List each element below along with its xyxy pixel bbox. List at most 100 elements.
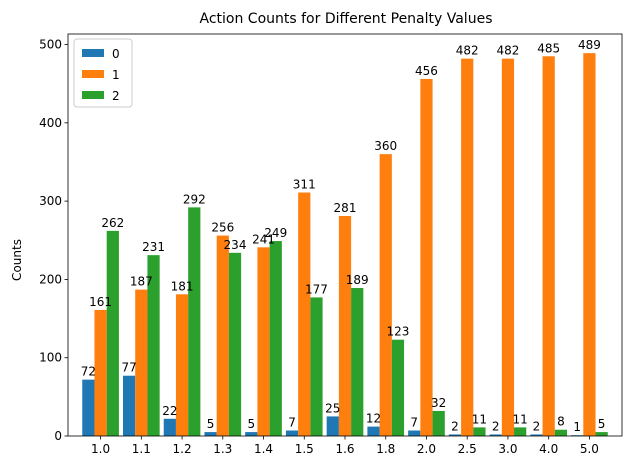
- data-label-series-2-3.0: 11: [513, 412, 528, 426]
- bar-series-2-1.3: [228, 252, 242, 436]
- data-label-series-1-1.5: 311: [293, 178, 316, 192]
- bar-series-1-1.1: [135, 289, 148, 436]
- y-tick-label: 0: [54, 429, 62, 443]
- data-label-series-0-1.3: 5: [207, 417, 215, 431]
- data-label-series-2-2.0: 32: [431, 396, 446, 410]
- data-label-series-1-1.1: 187: [130, 275, 153, 289]
- bar-series-1-5.0: [583, 53, 596, 437]
- data-label-series-2-1.4: 249: [264, 226, 287, 240]
- data-label-series-2-5.0: 5: [598, 417, 606, 431]
- legend-label-0: 0: [112, 47, 120, 61]
- x-tick-label: 1.3: [213, 442, 232, 456]
- bar-series-1-2.0: [420, 78, 433, 436]
- y-tick-label: 100: [39, 351, 62, 365]
- bar-series-0-3.0: [489, 434, 502, 436]
- data-label-series-2-1.1: 231: [142, 240, 165, 254]
- data-label-series-1-3.0: 482: [496, 44, 519, 58]
- x-tick-label: 2.5: [458, 442, 477, 456]
- bar-series-0-4.0: [530, 434, 543, 436]
- bar-series-2-1.6: [351, 288, 364, 436]
- data-label-series-1-5.0: 489: [578, 38, 601, 52]
- bar-series-2-1.0: [106, 230, 119, 436]
- data-label-series-2-1.3: 234: [224, 238, 247, 252]
- data-label-series-2-2.5: 11: [472, 412, 487, 426]
- data-label-series-0-1.2: 22: [162, 404, 177, 418]
- bar-series-1-2.5: [461, 58, 474, 437]
- bar-series-1-1.5: [298, 192, 311, 436]
- x-tick-label: 1.2: [173, 442, 192, 456]
- x-tick-label: 3.0: [498, 442, 517, 456]
- x-tick-label: 1.5: [295, 442, 314, 456]
- bar-series-1-4.0: [542, 56, 555, 437]
- legend-swatch-0: [82, 49, 104, 57]
- data-label-series-2-1.0: 262: [101, 216, 124, 230]
- data-label-series-1-2.0: 456: [415, 64, 438, 78]
- data-label-series-0-5.0: 1: [573, 420, 581, 434]
- y-axis-label: Counts: [10, 239, 24, 281]
- bar-series-0-1.4: [245, 432, 258, 436]
- bar-series-0-1.5: [285, 430, 299, 436]
- bar-series-1-1.0: [94, 309, 107, 436]
- data-label-series-1-1.0: 161: [89, 295, 112, 309]
- data-label-series-1-1.2: 181: [171, 279, 194, 293]
- data-label-series-2-1.5: 177: [305, 282, 328, 296]
- x-tick-label: 1.0: [91, 442, 110, 456]
- data-label-series-1-1.6: 281: [334, 201, 357, 215]
- data-label-series-0-1.4: 5: [247, 417, 255, 431]
- data-label-series-0-2.5: 2: [451, 419, 459, 433]
- y-tick-label: 400: [39, 116, 62, 130]
- bar-series-0-1.2: [163, 418, 176, 436]
- y-tick-label: 200: [39, 272, 62, 286]
- data-label-series-1-1.3: 256: [211, 221, 234, 235]
- bars-layer: [82, 53, 608, 437]
- bar-series-2-2.0: [432, 410, 445, 436]
- legend-swatch-2: [82, 91, 104, 99]
- bar-series-1-1.2: [175, 294, 189, 436]
- data-label-series-0-1.5: 7: [288, 416, 296, 430]
- bar-series-1-1.6: [338, 215, 352, 436]
- bar-series-0-1.1: [122, 375, 136, 436]
- data-label-series-0-1.0: 72: [81, 365, 96, 379]
- x-tick-label: 4.0: [539, 442, 558, 456]
- data-label-series-0-2.0: 7: [410, 416, 418, 430]
- bar-series-2-1.1: [147, 255, 160, 436]
- bar-series-2-5.0: [595, 432, 608, 436]
- axes-layer: 1.0 1.1 1.2 1.3 1.4 1.5 1.6 1.8 2.0 2.5 3.0 4.0 5.0 0…: [39, 33, 623, 456]
- bar-series-0-2.0: [408, 430, 421, 436]
- bar-series-1-1.4: [257, 247, 270, 436]
- bar-series-0-1.6: [326, 416, 339, 436]
- data-label-series-2-1.6: 189: [346, 273, 369, 287]
- x-tick-label: 2.0: [417, 442, 436, 456]
- data-label-series-2-1.2: 292: [183, 192, 206, 206]
- legend: 0 1 2: [73, 38, 133, 108]
- data-label-series-1-4.0: 485: [537, 41, 560, 55]
- x-tick-label: 5.0: [580, 442, 599, 456]
- bar-series-1-3.0: [501, 58, 515, 437]
- data-label-series-0-4.0: 2: [533, 419, 541, 433]
- legend-label-1: 1: [112, 68, 120, 82]
- bar-series-0-1.0: [82, 379, 95, 436]
- bar-series-2-1.5: [310, 297, 323, 436]
- legend-label-2: 2: [112, 89, 120, 103]
- data-label-series-0-1.6: 25: [325, 401, 340, 415]
- chart-title: Action Counts for Different Penalty Valu…: [200, 11, 493, 27]
- bar-series-2-3.0: [514, 427, 527, 436]
- data-label-series-1-1.4: 241: [252, 232, 275, 246]
- data-label-series-0-1.1: 77: [121, 361, 136, 375]
- bar-series-1-1.8: [379, 154, 392, 437]
- x-tick-label: 1.6: [335, 442, 354, 456]
- data-label-series-0-3.0: 2: [492, 419, 500, 433]
- y-tick-label: 300: [39, 194, 62, 208]
- x-tick-label: 1.1: [132, 442, 151, 456]
- data-label-series-2-1.8: 123: [387, 325, 410, 339]
- data-label-series-2-4.0: 8: [557, 415, 565, 429]
- bar-series-2-4.0: [554, 429, 568, 436]
- bar-series-2-1.4: [269, 241, 282, 436]
- bar-series-0-1.3: [204, 432, 217, 436]
- data-label-series-1-2.5: 482: [456, 44, 479, 58]
- bar-series-2-1.2: [188, 207, 201, 436]
- bar-series-1-1.3: [216, 235, 229, 436]
- bar-series-2-2.5: [473, 427, 486, 436]
